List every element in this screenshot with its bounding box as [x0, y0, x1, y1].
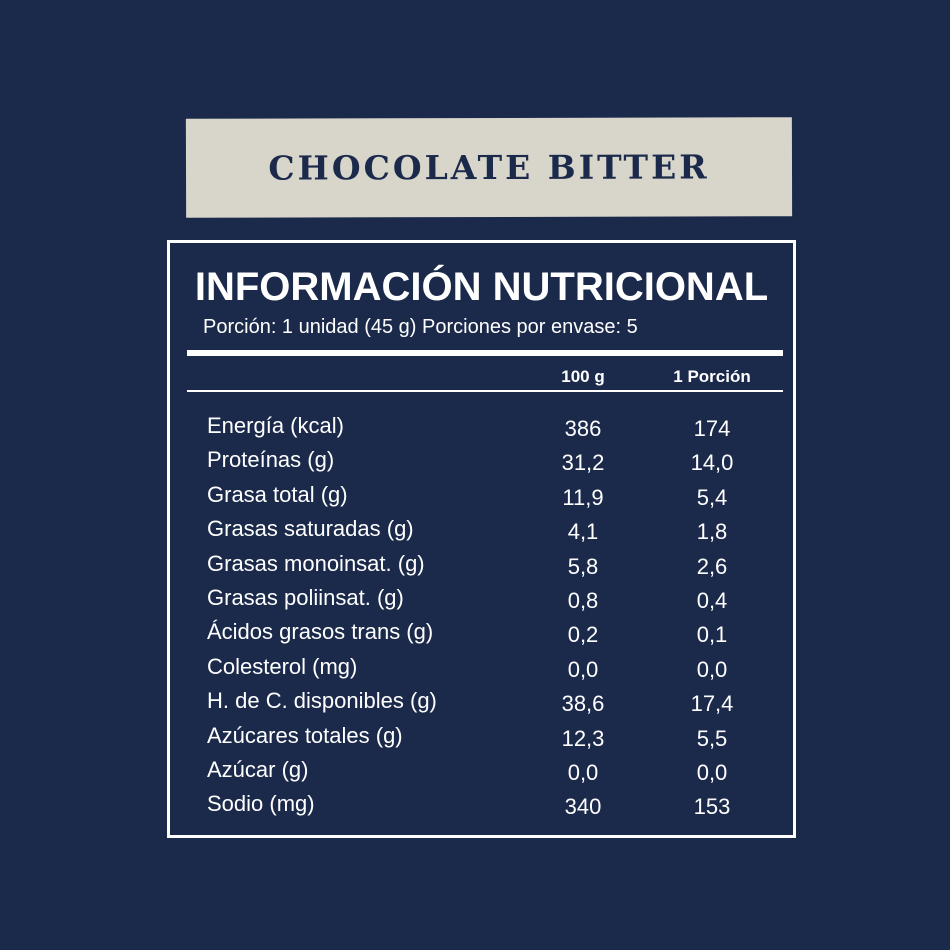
nutrient-name: Grasas saturadas (g)	[207, 516, 414, 542]
nutrient-row: Colesterol (mg) 0,0 0,0	[170, 654, 793, 688]
product-banner: CHOCOLATE BITTER	[185, 117, 793, 218]
nutrient-row: Proteínas (g) 31,2 14,0	[170, 447, 793, 481]
value-per-serving: 0,4	[696, 587, 728, 613]
nutrient-name: Azúcares totales (g)	[207, 722, 403, 748]
nutrient-row: Sodio (mg) 340 153	[170, 791, 793, 825]
nutrient-name: Grasas poliinsat. (g)	[207, 584, 404, 610]
value-per-serving: 0,0	[696, 759, 728, 785]
column-header-serving: 1 Porción	[673, 367, 751, 386]
value-per-100g: 0,8	[567, 587, 599, 613]
value-per-100g: 38,6	[561, 691, 605, 717]
value-per-100g: 386	[564, 416, 602, 441]
nutrient-row: Ácidos grasos trans (g) 0,2 0,1	[170, 619, 793, 653]
nutrient-name: H. de C. disponibles (g)	[207, 688, 437, 714]
value-per-serving: 5,4	[696, 484, 728, 510]
serving-info: Porción: 1 unidad (45 g) Porciones por e…	[203, 316, 638, 338]
value-per-100g: 12,3	[561, 725, 605, 751]
value-per-serving: 0,0	[696, 656, 728, 682]
value-per-100g: 0,0	[567, 656, 599, 682]
value-per-100g: 340	[564, 794, 602, 820]
divider-thick	[187, 350, 783, 356]
nutrient-name: Grasa total (g)	[207, 481, 348, 507]
value-per-serving: 17,4	[690, 691, 734, 717]
nutrient-name: Ácidos grasos trans (g)	[207, 619, 434, 645]
value-per-serving: 5,5	[696, 725, 728, 751]
divider-thin	[187, 390, 783, 392]
nutrient-name: Azúcar (g)	[207, 756, 309, 782]
nutrient-row: Azúcar (g) 0,0 0,0	[170, 757, 793, 791]
nutrient-row: H. de C. disponibles (g) 38,6 17,4	[170, 688, 793, 722]
nutrient-name: Sodio (mg)	[207, 791, 315, 817]
value-per-100g: 4,1	[567, 519, 599, 545]
value-per-serving: 174	[693, 416, 731, 441]
value-per-serving: 153	[693, 794, 731, 820]
nutrient-table: Energía (kcal) 386 174 Proteínas (g) 31,2…	[170, 413, 793, 826]
nutrition-title: INFORMACIÓN NUTRICIONAL	[194, 265, 769, 309]
nutrient-name: Proteínas (g)	[207, 447, 335, 473]
nutrient-name: Colesterol (mg)	[207, 653, 358, 679]
nutrient-row: Grasas saturadas (g) 4,1 1,8	[170, 516, 793, 550]
value-per-100g: 11,9	[562, 484, 604, 510]
value-per-100g: 5,8	[567, 553, 599, 579]
product-name: CHOCOLATE BITTER	[268, 147, 710, 188]
value-per-serving: 14,0	[690, 450, 734, 476]
nutrient-row: Energía (kcal) 386 174	[170, 413, 793, 447]
nutrient-row: Grasas monoinsat. (g) 5,8 2,6	[170, 551, 793, 585]
value-per-serving: 1,8	[696, 519, 728, 545]
nutrient-row: Azúcares totales (g) 12,3 5,5	[170, 723, 793, 757]
nutrition-facts-panel: INFORMACIÓN NUTRICIONAL Porción: 1 unida…	[167, 240, 796, 838]
nutrient-name: Grasas monoinsat. (g)	[207, 550, 425, 576]
nutrient-row: Grasa total (g) 11,9 5,4	[170, 482, 793, 516]
nutrient-name: Energía (kcal)	[207, 413, 344, 438]
column-header-100g: 100 g	[561, 367, 605, 386]
value-per-100g: 0,0	[567, 759, 599, 785]
value-per-serving: 0,1	[696, 622, 728, 648]
nutrient-row: Grasas poliinsat. (g) 0,8 0,4	[170, 585, 793, 619]
value-per-serving: 2,6	[696, 553, 728, 579]
value-per-100g: 0,2	[567, 622, 599, 648]
value-per-100g: 31,2	[561, 450, 605, 476]
